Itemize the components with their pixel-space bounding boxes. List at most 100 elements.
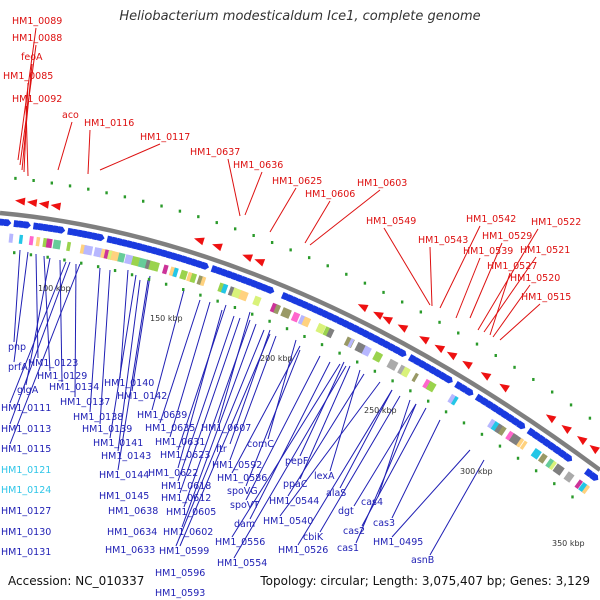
gene-label[interactable]: HM1_0625 — [272, 176, 322, 187]
gene-label[interactable]: HM1_0556 — [215, 537, 265, 548]
gene-label[interactable]: HM1_0639 — [137, 410, 187, 421]
gene-label[interactable]: HM1_0603 — [357, 178, 407, 189]
gene-label[interactable]: HM1_0542 — [466, 214, 516, 225]
label-leader — [455, 257, 481, 319]
gene-label[interactable]: HM1_0599 — [159, 546, 209, 557]
gene-label[interactable]: HM1_0539 — [463, 246, 513, 257]
label-leader — [244, 171, 263, 216]
gene-label[interactable]: HM1_0522 — [531, 217, 581, 228]
gene-label[interactable]: asnB — [411, 555, 434, 566]
gene-label[interactable]: cbiK — [303, 532, 324, 543]
gene-label[interactable]: aco — [62, 110, 79, 121]
gene-label[interactable]: dgt — [338, 506, 354, 517]
gene-label[interactable]: HM1_0131 — [1, 547, 51, 558]
gene-label[interactable]: HM1_0113 — [1, 424, 51, 435]
gene-label[interactable]: HM1_0635 — [145, 423, 195, 434]
gene-label[interactable]: HM1_0130 — [1, 527, 51, 538]
gene-label[interactable]: pepF — [285, 456, 308, 467]
gene-label[interactable]: HM1_0143 — [101, 451, 151, 462]
gene-label[interactable]: HM1_0495 — [373, 537, 423, 548]
gene-label[interactable]: HM1_0127 — [1, 506, 51, 517]
gene-label[interactable]: HM1_0586 — [217, 473, 267, 484]
gene-label[interactable]: HM1_0144 — [99, 470, 149, 481]
gene-label[interactable]: HM1_0634 — [107, 527, 157, 538]
gene-label[interactable]: HM1_0521 — [520, 245, 570, 256]
gene-label[interactable]: HM1_0520 — [510, 273, 560, 284]
gene-label[interactable]: HM1_0636 — [233, 160, 283, 171]
gene-label[interactable]: cas2 — [343, 526, 365, 537]
gene-label[interactable]: HM1_0111 — [1, 403, 51, 414]
gene-label[interactable]: HM1_0121 — [1, 465, 51, 476]
gene-label[interactable]: cas4 — [361, 497, 383, 508]
gene-label[interactable]: HM1_0116 — [84, 118, 134, 129]
gene-arrow — [3, 219, 12, 227]
gene-label[interactable]: HM1_0593 — [155, 588, 205, 599]
gene-label[interactable]: lexA — [314, 471, 335, 482]
gene-label[interactable]: HM1_0123 — [28, 358, 78, 369]
feature-sites-track — [13, 176, 592, 499]
gene-label[interactable]: ftr — [216, 444, 227, 455]
gene-label[interactable]: HM1_0137 — [60, 397, 110, 408]
gene-label[interactable]: HM1_0124 — [1, 485, 51, 496]
gene-label[interactable]: pnp — [8, 342, 26, 353]
site-mark — [534, 469, 538, 473]
gene-label[interactable]: HM1_0526 — [278, 545, 328, 556]
gene-label[interactable]: spoVT — [230, 500, 259, 511]
gene-label[interactable]: HM1_0085 — [3, 71, 53, 82]
gene-label[interactable]: HM1_0540 — [263, 516, 313, 527]
gene-label[interactable]: HM1_0618 — [161, 481, 211, 492]
gene-label[interactable]: HM1_0089 — [12, 16, 62, 27]
gene-label[interactable]: HM1_0631 — [155, 437, 205, 448]
gene-label[interactable]: ppaC — [283, 479, 308, 490]
gene-label[interactable]: HM1_0602 — [163, 527, 213, 538]
gene-label[interactable]: HM1_0142 — [117, 391, 167, 402]
gene-label[interactable]: spoVG — [227, 486, 258, 497]
gene-label[interactable]: HM1_0527 — [487, 261, 537, 272]
gene-label[interactable]: HM1_0596 — [155, 568, 205, 579]
label-leader — [9, 261, 71, 425]
gene-label[interactable]: HM1_0607 — [201, 423, 251, 434]
gene-label[interactable]: comC — [247, 439, 274, 450]
gene-label[interactable]: HM1_0129 — [37, 371, 87, 382]
gene-label[interactable]: HM1_0606 — [305, 189, 355, 200]
gene-label[interactable]: HM1_0592 — [212, 460, 262, 471]
gene-label[interactable]: cas1 — [337, 543, 359, 554]
gene-label[interactable]: HM1_0633 — [105, 545, 155, 556]
gene-label[interactable]: HM1_0134 — [49, 382, 99, 393]
gene-label[interactable]: HM1_0515 — [521, 292, 571, 303]
gene-label[interactable]: HM1_0612 — [161, 493, 211, 504]
gene-label[interactable]: HM1_0623 — [160, 450, 210, 461]
gene-label[interactable]: HM1_0138 — [73, 412, 123, 423]
gene-label[interactable]: HM1_0637 — [190, 147, 240, 158]
gene-label[interactable]: HM1_0141 — [93, 438, 143, 449]
gene-label[interactable]: HM1_0092 — [12, 94, 62, 105]
category-block — [238, 290, 249, 302]
gene-label[interactable]: HM1_0115 — [1, 444, 51, 455]
label-leader — [391, 449, 471, 538]
gene-label[interactable]: HM1_0549 — [366, 216, 416, 227]
gene-label[interactable]: feoA — [21, 52, 43, 63]
gene-label[interactable]: HM1_0145 — [99, 491, 149, 502]
gene-label[interactable]: dam — [234, 519, 255, 530]
gene-label[interactable]: HM1_0554 — [217, 558, 267, 569]
category-block — [151, 261, 160, 272]
gene-label[interactable]: glgA — [17, 385, 39, 396]
gene-label[interactable]: HM1_0543 — [418, 235, 468, 246]
gene-label[interactable]: HM1_0088 — [12, 33, 62, 44]
gene-label[interactable]: HM1_0139 — [82, 424, 132, 435]
gene-label[interactable]: HM1_0544 — [269, 496, 319, 507]
gene-label[interactable]: HM1_0140 — [104, 378, 154, 389]
label-leader — [439, 225, 481, 309]
gene-label[interactable]: HM1_0529 — [482, 231, 532, 242]
gene-label[interactable]: HM1_0622 — [148, 468, 198, 479]
genome-backbone — [0, 210, 600, 472]
gene-label[interactable]: HM1_0117 — [140, 132, 190, 143]
gene-label[interactable]: cas3 — [373, 518, 395, 529]
gene-label[interactable]: alaS — [326, 488, 346, 499]
gene-label[interactable]: prfA — [8, 362, 28, 373]
gene-label[interactable]: HM1_0605 — [166, 507, 216, 518]
gene-label[interactable]: HM1_0638 — [108, 506, 158, 517]
site-mark — [50, 181, 54, 185]
label-leader — [492, 284, 531, 338]
site-mark — [87, 187, 90, 191]
